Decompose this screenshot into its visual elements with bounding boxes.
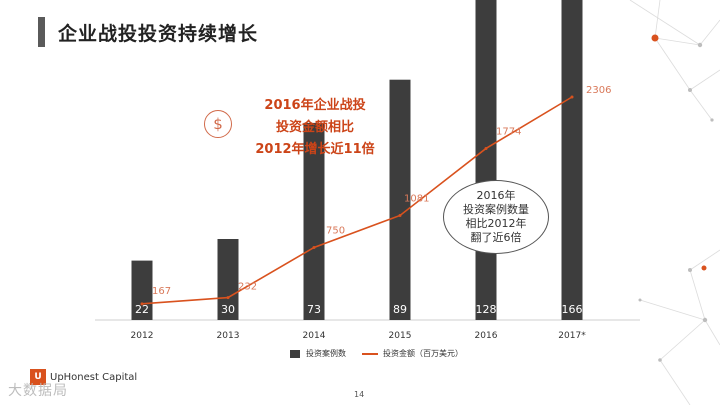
bar-value-label: 89 [393,303,407,316]
bar [561,0,583,321]
legend-bar-label: 投资案例数 [306,349,346,358]
bar [303,122,325,321]
legend-line-swatch [362,352,378,355]
bar-value-label: 128 [476,303,497,316]
accent-dot [651,34,659,42]
bar [475,0,497,321]
line-value-label: 1774 [496,126,521,137]
title-accent-bar [38,17,45,47]
bar [389,79,411,320]
annotation-line-1: 2016年 [476,189,516,202]
line-point [398,213,402,217]
callout-line-3: 2012年增长近11倍 [255,142,375,157]
callout-line-2: 投资金额相比 [275,120,354,135]
line-point [312,245,316,249]
annotation-text: 2016年 投资案例数量 相比2012年 翻了近6倍 [443,189,549,245]
annotation-line-2: 投资案例数量 [463,203,529,216]
bar-value-label: 22 [135,303,149,316]
line-value-label: 167 [152,286,171,297]
line-point [570,95,574,99]
bar-value-label: 166 [562,303,583,316]
x-tick-label: 2015 [389,331,412,341]
line-value-label: 1081 [404,193,429,204]
line-point [140,302,144,306]
x-tick-label: 2016 [475,331,498,341]
logo-text: UpHonest Capital [50,371,138,383]
uphonest-logo-icon: U [30,369,46,385]
bar [217,239,239,320]
callout-text: 2016年企业战投 投资金额相比 2012年增长近11倍 [250,95,380,161]
x-tick-label: 2017* [558,331,586,341]
chart-legend: 投资案例数 投资金额（百万美元） [290,348,463,359]
line-point [226,296,230,300]
accent-dot-lower [701,265,707,271]
dollar-icon: $ [204,110,232,138]
line-value-label: 232 [238,282,257,293]
bar-value-label: 30 [221,303,235,316]
slide-title: 企业战投投资持续增长 [58,23,259,45]
annotation-line-3: 相比2012年 [465,217,527,230]
annotation-oval [443,180,549,254]
page-number: 14 [354,390,365,399]
bar-value-label: 73 [307,303,321,316]
x-tick-label: 2013 [217,331,240,341]
line-value-label: 2306 [586,85,611,96]
line-point [484,146,488,150]
company-logo: U UpHonest Capital [30,369,137,385]
bar [131,260,153,320]
x-tick-label: 2012 [131,331,154,341]
annotation-line-4: 翻了近6倍 [470,231,522,244]
callout-line-1: 2016年企业战投 [264,98,366,113]
watermark: 大数据局 [8,383,68,399]
line-series [141,96,573,305]
line-value-label: 750 [326,225,345,236]
legend-line-label: 投资金额（百万美元） [383,349,463,358]
legend-bar-swatch [290,349,300,358]
x-tick-label: 2014 [303,331,326,341]
